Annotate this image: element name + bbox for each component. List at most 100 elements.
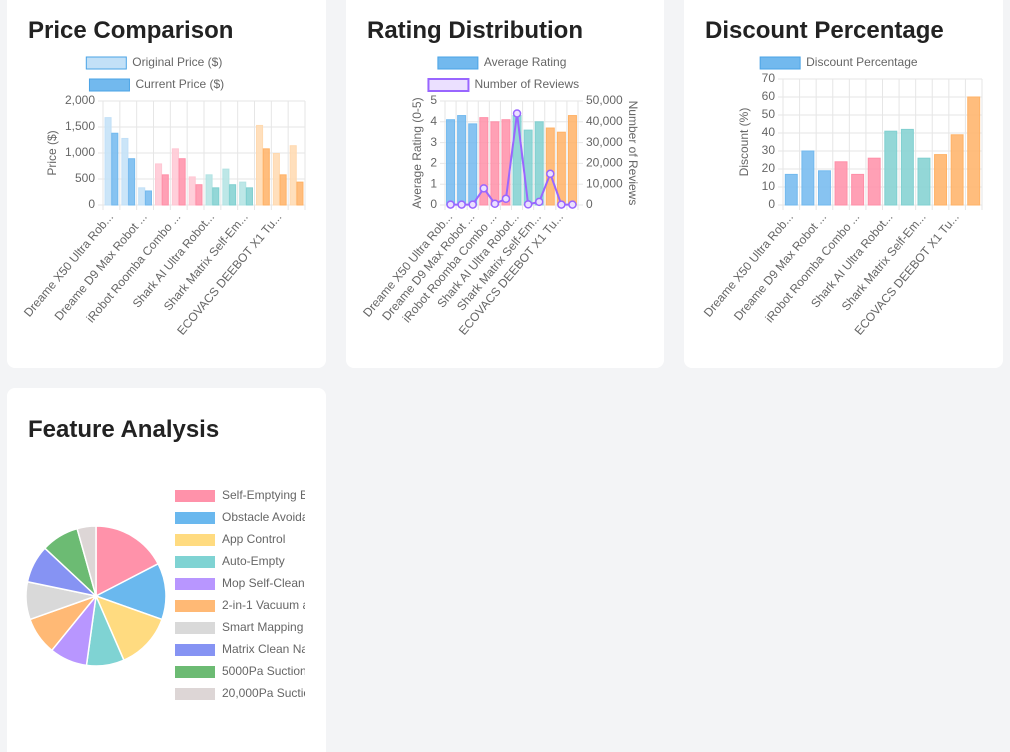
bar [950,134,964,206]
bar [229,184,237,206]
bar [104,117,112,206]
line-point [512,109,522,118]
legend-swatch [175,666,215,678]
bar [262,148,270,206]
bar [446,119,456,206]
bar [545,127,555,206]
bar [523,129,533,206]
y2-axis-label: Number of Reviews [626,101,640,206]
bar [161,174,169,206]
pie-legend: Self-Emptying Base Obstacle Avoidance App … [175,488,328,700]
y-tick-label: 4 [430,114,437,128]
bar [171,148,179,206]
line-point [568,200,577,209]
legend-label: Auto-Empty [222,554,285,568]
bar [279,174,287,206]
bar [205,174,213,206]
legend-swatch [175,490,215,502]
y2-tick-label: 20,000 [586,156,623,170]
legend-label: Original Price ($) [132,55,222,69]
y-tick-label: 50 [762,107,776,121]
legend-swatch [427,78,470,92]
legend-label: Current Price ($) [135,77,224,91]
bar [178,158,186,206]
legend-label: Average Rating [484,55,567,69]
bar [296,181,304,206]
y-axis-label: Discount (%) [737,108,751,177]
y-tick-label: 500 [75,171,95,185]
bar [801,150,815,206]
bar [155,163,163,206]
line-point [501,194,511,204]
legend-swatch [175,644,215,656]
y2-tick-label: 0 [586,197,593,211]
legend-swatch [175,534,215,546]
bar [851,173,865,206]
bar [239,181,247,206]
y-tick-label: 60 [762,89,776,103]
y-tick-label: 30 [762,143,776,157]
bar [188,176,196,206]
y-tick-label: 2,000 [65,93,95,107]
legend-swatch [175,578,215,590]
y-tick-label: 0 [430,197,437,211]
y-tick-label: 0 [768,197,775,211]
y-tick-label: 70 [762,71,776,85]
legend-swatch [175,622,215,634]
line-point [446,200,455,209]
bar [479,117,489,206]
legend-swatch [175,688,215,700]
bar [900,128,914,206]
legend-label: Obstacle Avoidance [222,510,328,524]
legend-swatch [759,56,801,70]
bar [784,173,798,206]
y-tick-label: 5 [430,93,437,107]
line-point [479,184,489,193]
pie-slice [95,525,160,598]
y2-tick-label: 30,000 [586,135,623,149]
pie-slice [94,594,163,662]
line-point [523,200,533,209]
legend-swatch [85,56,127,70]
card-title: Price Comparison [28,17,233,44]
bar [245,187,253,206]
bar [272,153,280,206]
y-tick-label: 2 [430,156,437,170]
line-point [468,200,477,209]
y-tick-label: 40 [762,125,776,139]
bar [144,190,152,206]
pie-slice [76,525,97,597]
bar [121,137,129,206]
card-title: Feature Analysis [28,416,219,443]
y-axis-label: Price ($) [45,130,59,175]
y-tick-label: 10 [762,179,776,193]
y-tick-label: 1 [430,176,437,190]
bar [111,132,119,206]
legend-swatch [88,78,130,92]
legend-label: Discount Percentage [806,55,918,69]
y-tick-label: 3 [430,135,437,149]
y-tick-label: 1,500 [65,119,95,133]
bar [289,145,297,206]
line-point [557,200,566,209]
legend-label: 20,000Pa Suction [222,686,317,700]
pie-slice [94,562,167,621]
card-title: Rating Distribution [367,17,583,44]
legend-label: 5000Pa Suction [222,664,307,678]
bar [212,187,220,206]
legend-swatch [175,512,215,524]
legend-swatch [437,56,479,70]
legend-label: Number of Reviews [474,77,579,91]
bar [256,124,264,206]
y2-tick-label: 50,000 [586,93,623,107]
bar [195,184,203,206]
legend-label: Smart Mapping [222,620,303,634]
y2-tick-label: 10,000 [586,176,623,190]
line-point [457,200,466,209]
y-tick-label: 20 [762,161,776,175]
bar [128,158,136,206]
bar [490,121,500,206]
line-point [546,169,555,179]
legend-label: Self-Emptying Base [222,488,328,502]
